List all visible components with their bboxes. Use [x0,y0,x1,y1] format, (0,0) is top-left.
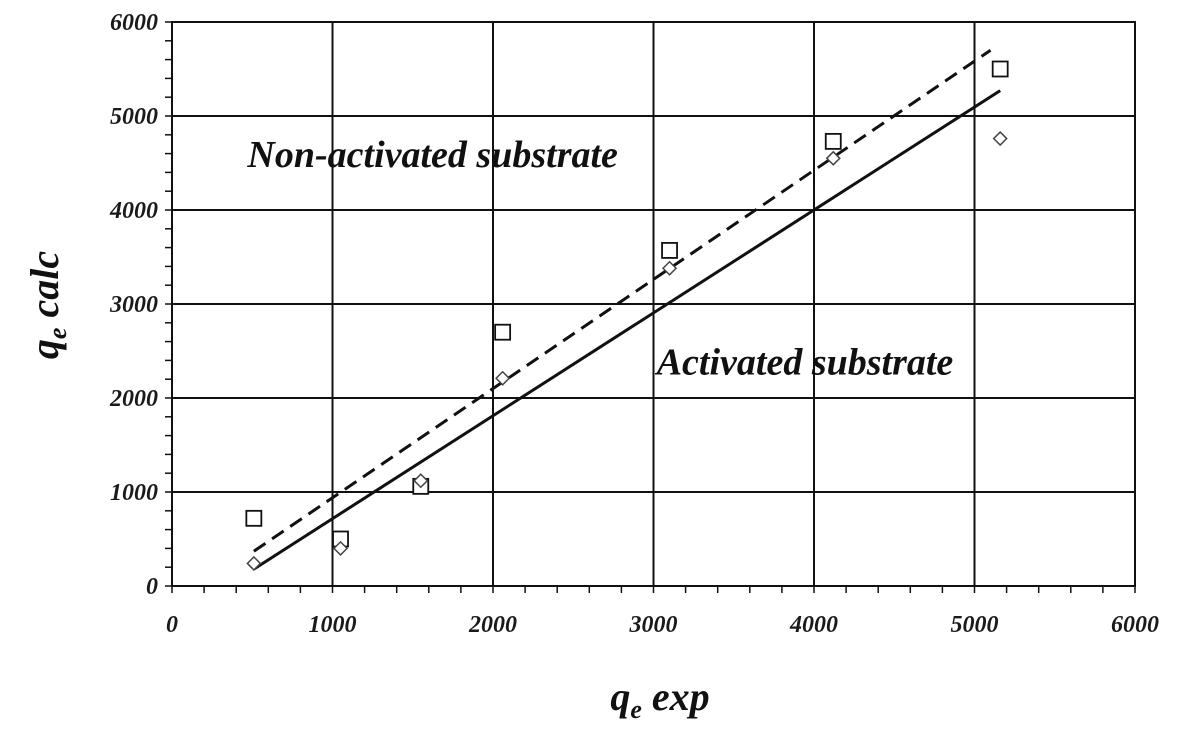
annotation-non-activated: Non-activated substrate [246,134,618,176]
gridlines [171,21,1136,587]
square-marker [824,132,842,150]
y-tick-label: 6000 [110,10,158,36]
diamond-marker [825,150,841,166]
y-tick-label: 0 [146,574,158,600]
y-tick-label: 5000 [110,104,158,130]
y-tick-label: 1000 [110,480,158,506]
x-axis-title-sub: e [630,695,642,724]
diamond-marker [413,473,429,489]
y-axis-title: qe calc [22,251,72,359]
diamond-marker [246,555,262,572]
diamond-marker [332,540,349,556]
y-axis-title-main: q [22,339,67,359]
minor-ticks [165,21,1136,593]
data-markers [245,60,1009,572]
annotations: Non-activated substrate Activated substra… [246,134,953,384]
y-tick-label: 2000 [109,386,158,412]
y-tick-label: 4000 [109,198,158,224]
fit-lines [253,48,1001,571]
square-marker [494,323,512,341]
x-axis-title-rest: exp [642,674,710,719]
x-tick-label: 1000 [309,612,357,638]
x-tick-label: 5000 [951,612,999,638]
square-marker [245,509,263,527]
x-tick-label: 4000 [789,612,838,638]
square-marker [661,242,678,259]
y-tick-label: 3000 [109,292,158,318]
diamond-marker [661,260,678,276]
tick-labels: 0 1000 2000 3000 4000 5000 6000 0 1000 2000 3000 40… [109,10,1159,638]
x-axis-title-main: q [610,674,630,719]
diamond-marker [992,130,1008,147]
square-marker [991,60,1009,78]
x-tick-label: 3000 [629,612,678,638]
x-tick-label: 6000 [1111,612,1159,638]
x-tick-label: 0 [166,612,178,638]
x-tick-label: 2000 [468,612,517,638]
fit-line-dashed [253,48,992,553]
diamond-marker [495,370,511,386]
y-axis-title-sub: e [43,328,72,340]
x-axis-title: qe exp [610,674,709,724]
y-axis-title-rest: calc [22,251,67,328]
fit-line-solid [253,89,1001,571]
annotation-activated: Activated substrate [655,342,954,384]
